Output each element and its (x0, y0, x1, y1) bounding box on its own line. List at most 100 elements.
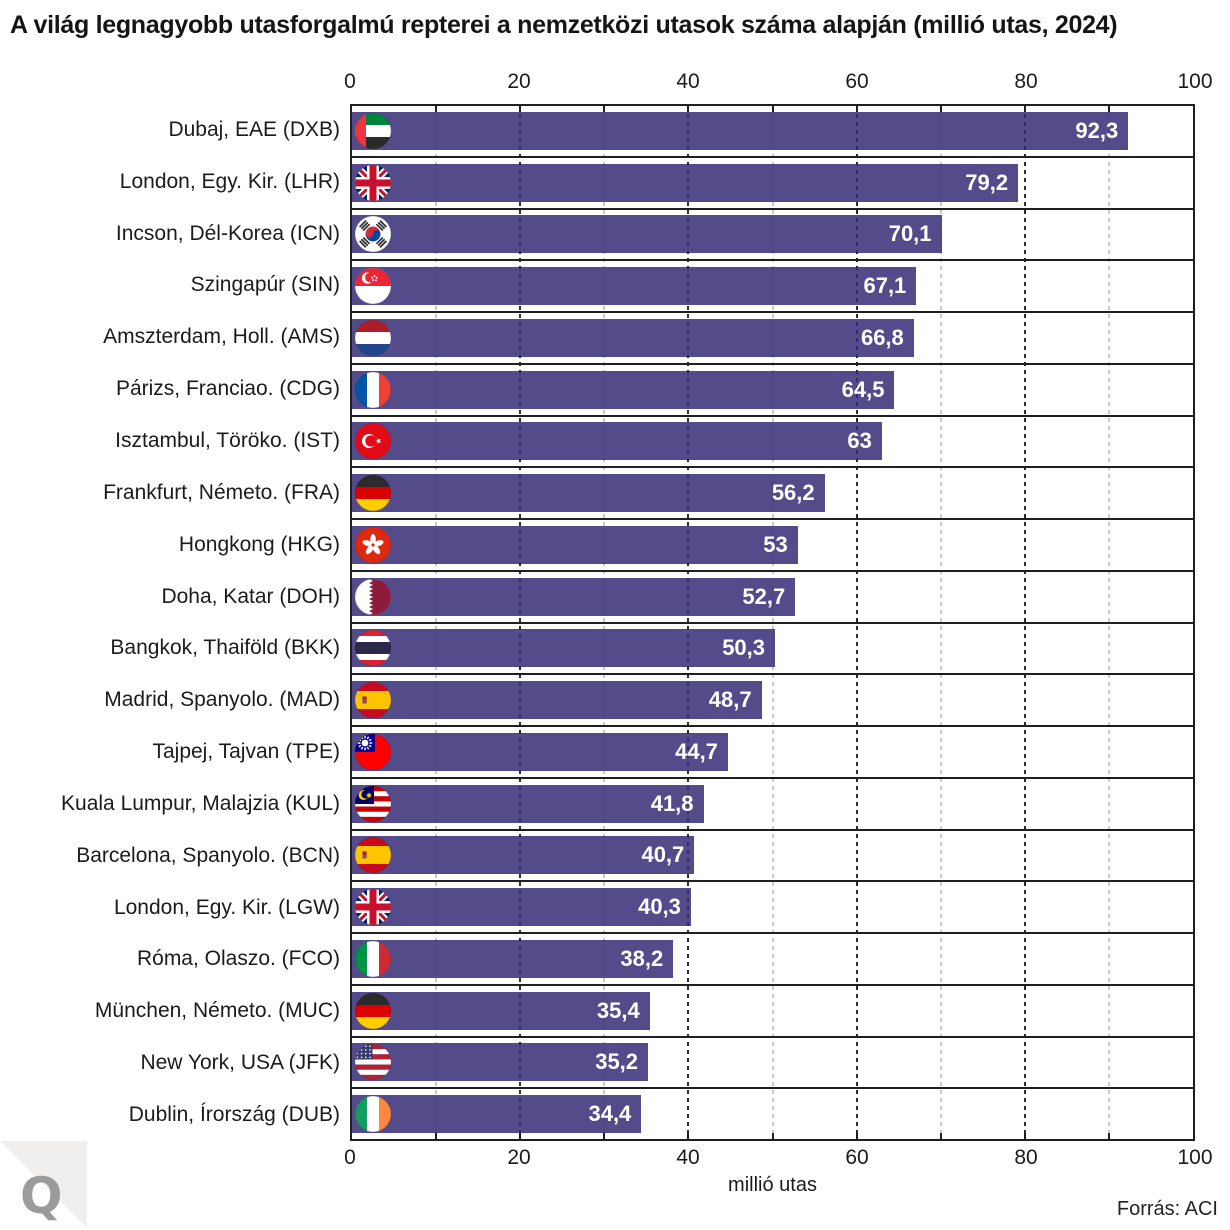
bar-value-label: 38,2 (620, 945, 664, 971)
bar-row: 40,7 (352, 831, 1193, 883)
flag-thailand-icon (355, 630, 391, 667)
x-axis-top: 0 20 40 60 80 100 (344, 70, 1212, 96)
bar: 38,2 (352, 939, 674, 978)
flag-italy-icon (355, 940, 391, 977)
bar-row: 67,1 (352, 261, 1193, 313)
flag-france-icon (355, 371, 391, 408)
flag-malaysia-icon (355, 785, 391, 822)
bar-value-label: 48,7 (708, 687, 752, 713)
bar: 35,4 (352, 991, 650, 1030)
bar-row: 52,7 (352, 572, 1193, 624)
category-label: Kuala Lumpur, Malajzia (KUL) (61, 791, 340, 815)
category-label: Dublin, Írország (DUB) (128, 1102, 340, 1126)
category-label: Bangkok, Thaiföld (BKK) (110, 636, 340, 660)
axis-tick (687, 1133, 690, 1139)
x-tick-label: 20 (507, 1146, 531, 1169)
flag-netherlands-icon (355, 319, 391, 356)
x-tick-label: 80 (1014, 1146, 1038, 1169)
qubit-logo: Q (0, 1141, 87, 1230)
bar-row: 40,3 (352, 882, 1193, 934)
axis-tick (603, 106, 606, 112)
bar: 56,2 (352, 474, 825, 513)
bar-value-label: 64,5 (841, 376, 885, 402)
bar: 34,4 (352, 1095, 642, 1134)
x-axis-bottom: 0 20 40 60 80 100 (344, 1146, 1212, 1172)
bar-row: 48,7 (352, 675, 1193, 727)
bar-row: 66,8 (352, 313, 1193, 365)
category-label: Róma, Olaszo. (FCO) (136, 947, 340, 971)
bar-row: 92,3 (352, 106, 1193, 158)
category-label: München, Németo. (MUC) (94, 999, 340, 1023)
x-axis-title: millió utas (728, 1174, 817, 1196)
axis-tick (855, 1133, 858, 1139)
category-label: Hongkong (HKG) (178, 532, 340, 556)
bar-value-label: 40,7 (641, 842, 685, 868)
bar-value-label: 53 (763, 531, 788, 557)
category-label: Doha, Katar (DOH) (161, 584, 340, 608)
bar-value-label: 66,8 (860, 324, 904, 350)
bar-row: 35,4 (352, 986, 1193, 1038)
axis-tick (603, 1133, 606, 1139)
bar: 63 (352, 422, 882, 461)
bar-row: 35,2 (352, 1038, 1193, 1090)
bar-rows: 92,3 79,2 (352, 106, 1193, 1139)
flag-hong-kong-icon (355, 526, 391, 563)
flag-taiwan-icon (355, 733, 391, 770)
bar-row: 50,3 (352, 624, 1193, 676)
bar-row: 38,2 (352, 934, 1193, 986)
axis-tick (1107, 106, 1110, 112)
x-tick-label: 40 (676, 70, 700, 93)
bar: 79,2 (352, 163, 1019, 202)
bar: 44,7 (352, 732, 728, 771)
x-tick-label: 40 (676, 1146, 700, 1169)
x-tick-label: 60 (845, 1146, 869, 1169)
axis-tick (771, 1133, 774, 1139)
category-label: Amszterdam, Holl. (AMS) (103, 325, 340, 349)
bar-row: 79,2 (352, 158, 1193, 210)
bar-value-label: 44,7 (675, 738, 718, 764)
bar: 35,2 (352, 1043, 649, 1082)
bar-row: 44,7 (352, 727, 1193, 779)
bar: 50,3 (352, 629, 776, 668)
flag-spain-icon (355, 837, 391, 874)
category-label: Madrid, Spanyolo. (MAD) (104, 688, 340, 712)
flag-qatar-icon (355, 578, 391, 615)
category-label: Szingapúr (SIN) (190, 273, 340, 297)
category-label: Tajpej, Tajvan (TPE) (152, 740, 340, 764)
axis-tick (687, 106, 690, 112)
x-tick-label: 0 (344, 70, 356, 93)
category-label: Párizs, Franciao. (CDG) (115, 377, 340, 401)
flag-spain-icon (355, 682, 391, 719)
flag-germany-icon (355, 475, 391, 512)
x-tick-label: 100 (1177, 70, 1213, 93)
flag-uae-icon (355, 112, 391, 149)
x-tick-label: 80 (1014, 70, 1038, 93)
axis-tick (939, 1133, 942, 1139)
bar-value-label: 50,3 (722, 635, 766, 661)
flag-usa-icon (355, 1044, 391, 1081)
x-tick-label: 100 (1177, 1146, 1213, 1169)
bar: 64,5 (352, 370, 895, 409)
category-label: Incson, Dél-Korea (ICN) (115, 221, 340, 245)
category-label: London, Egy. Kir. (LGW) (113, 895, 340, 919)
x-tick-label: 60 (845, 70, 869, 93)
category-label: Dubaj, EAE (DXB) (168, 117, 340, 141)
category-label: Isztambul, Töröko. (IST) (115, 428, 340, 452)
bar-row: 53 (352, 520, 1193, 572)
flag-turkey-icon (355, 423, 391, 460)
bar-value-label: 67,1 (863, 273, 907, 299)
bar-row: 56,2 (352, 468, 1193, 520)
bar-value-label: 79,2 (965, 169, 1009, 195)
bar-value-label: 70,1 (888, 221, 932, 247)
bar-value-label: 52,7 (742, 583, 786, 609)
bar: 67,1 (352, 267, 917, 306)
flag-singapore-icon (355, 268, 391, 305)
bar-row: 34,4 (352, 1089, 1193, 1139)
bar: 40,7 (352, 836, 695, 875)
flag-south-korea-icon (355, 216, 391, 253)
bar-value-label: 34,4 (588, 1101, 632, 1127)
axis-tick (855, 106, 858, 112)
bar-row: 64,5 (352, 365, 1193, 417)
bar: 66,8 (352, 318, 914, 357)
